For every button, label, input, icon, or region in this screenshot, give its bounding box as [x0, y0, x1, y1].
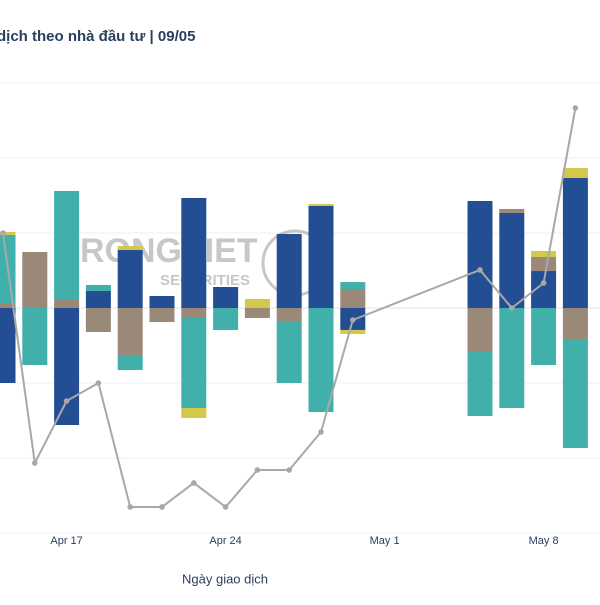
bar-segment	[308, 203, 334, 206]
bar-segment	[22, 308, 48, 365]
x-tick-label: May 8	[529, 535, 559, 547]
x-tick-label: May 1	[370, 535, 400, 547]
bar-segment	[467, 352, 493, 416]
bar-segment	[54, 191, 80, 299]
bar-segment	[531, 257, 557, 272]
bar-segment	[531, 308, 557, 365]
bar-segment	[0, 231, 16, 235]
line-marker	[572, 105, 579, 111]
line-marker	[540, 280, 547, 286]
line-marker	[477, 267, 483, 273]
bar-segment	[499, 209, 525, 213]
line-segment	[224, 469, 259, 508]
line-marker	[509, 305, 515, 311]
bar-segment	[244, 299, 270, 308]
bar-segment	[181, 308, 207, 318]
bar-segment	[276, 322, 302, 383]
line-marker	[350, 317, 356, 323]
line-marker	[63, 398, 70, 404]
bar-segment	[181, 317, 207, 408]
bar-segment	[562, 308, 588, 341]
line	[0, 105, 579, 510]
x-tick-label: Apr 17	[50, 535, 82, 547]
bar-segment	[244, 308, 270, 318]
bar-segment	[22, 251, 48, 308]
line-segment	[33, 400, 68, 464]
bar-segment	[181, 197, 207, 308]
line-segment	[511, 282, 545, 309]
line-marker	[318, 429, 324, 435]
bar-segment	[467, 308, 493, 353]
line-segment	[479, 269, 513, 309]
bar-segment	[562, 168, 588, 179]
bar-segment	[308, 206, 334, 308]
bar-segment	[149, 296, 175, 308]
bar-segment	[276, 308, 302, 323]
line-marker	[127, 504, 133, 510]
bar-segment	[213, 287, 239, 308]
line-marker	[159, 504, 165, 510]
bar-segment	[340, 289, 366, 308]
line-segment	[66, 382, 99, 402]
x-tick-label: Apr 24	[209, 535, 241, 547]
bar-segment	[499, 308, 525, 408]
bar-segment	[0, 308, 16, 383]
line-segment	[352, 269, 481, 321]
bar-segment	[117, 250, 143, 308]
line-segment	[288, 431, 322, 471]
line-marker	[222, 504, 229, 510]
line-marker	[32, 460, 38, 466]
line-marker	[95, 380, 102, 386]
bar-segment	[562, 178, 588, 308]
bar-segment	[117, 246, 143, 251]
bar-segment	[562, 340, 588, 449]
line-segment	[320, 319, 354, 433]
bar-segment	[149, 308, 175, 323]
x-axis-title: Ngày giao dịch	[182, 571, 268, 586]
bar-segment	[467, 200, 493, 308]
bar-segment	[54, 299, 80, 308]
line-marker	[254, 467, 261, 473]
line-segment	[542, 107, 577, 284]
bar-segment	[340, 282, 366, 290]
bar-segment	[117, 308, 143, 356]
bar-segment	[181, 407, 207, 418]
bar-segment	[340, 329, 366, 334]
watermark-text: RONGVIET	[80, 232, 258, 270]
bar-segment	[117, 355, 143, 371]
bar-segment	[85, 308, 111, 332]
bar-segment	[531, 251, 557, 257]
line-marker	[286, 467, 293, 473]
line-segment	[2, 232, 36, 464]
line-segment	[193, 482, 227, 508]
bars	[0, 168, 588, 449]
bar-segment	[308, 308, 334, 413]
bar-segment	[0, 302, 16, 308]
bar-segment	[213, 308, 239, 330]
line-segment	[97, 382, 132, 508]
line-marker	[191, 480, 197, 486]
line-segment	[161, 482, 195, 508]
bar-segment	[54, 308, 80, 425]
bar-segment	[85, 284, 111, 291]
bar-segment	[85, 290, 111, 308]
bar-segment	[499, 212, 525, 308]
line-marker	[0, 230, 6, 236]
chart-title: dịch theo nhà đầu tư | 09/05	[0, 28, 195, 45]
bar-segment	[276, 233, 302, 308]
